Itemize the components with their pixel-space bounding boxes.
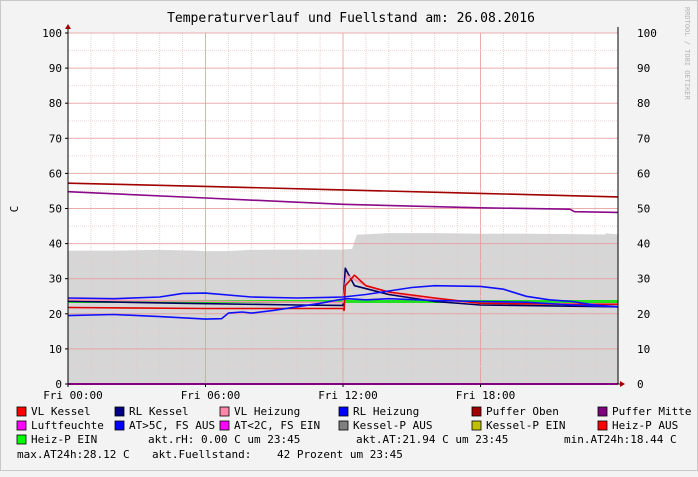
legend-swatch-puffer-mitte xyxy=(597,406,608,417)
stat-akt-rh: akt.rH: 0.00 C um 23:45 xyxy=(148,433,300,446)
series-line-puffer-oben xyxy=(67,182,619,198)
legend-label-heiz-p-aus: Heiz-P AUS xyxy=(612,419,678,432)
tick-label-layer: 0 0 10 10 20 20 30 30 40 40 50 50 60 60 70 70 80 80 90 90 10… xyxy=(42,27,657,402)
y-axis-label: C xyxy=(8,206,21,213)
legend-label-vl-kessel: VL Kessel xyxy=(31,405,91,418)
legend-swatch-rl-kessel xyxy=(114,406,125,417)
axis-layer xyxy=(65,24,625,387)
x-tick-label: Fri 06:00 xyxy=(181,389,241,402)
legend-swatch-kessel-p-aus xyxy=(338,420,349,431)
stat-akt-at: akt.AT:21.94 C um 23:45 xyxy=(356,433,508,446)
legend-label-kessel-p-aus: Kessel-P AUS xyxy=(353,419,432,432)
legend-label-vl-heizung: VL Heizung xyxy=(234,405,300,418)
stat-fuellstand-value: 42 Prozent um 23:45 xyxy=(277,448,403,461)
series-line-puffer-mitte xyxy=(67,190,619,214)
y-tick-label-left: 30 xyxy=(49,273,62,286)
y-tick-label-left: 20 xyxy=(49,308,62,321)
x-tick-label: Fri 12:00 xyxy=(318,389,378,402)
legend-label-at-2c-fs-ein: AT<2C, FS EIN xyxy=(234,419,320,432)
legend-swatch-rl-heizung xyxy=(338,406,349,417)
stat-min-at: min.AT24h:18.44 C xyxy=(564,433,677,446)
x-tick-label: Fri 18:00 xyxy=(456,389,516,402)
y-tick-label-left: 0 xyxy=(55,378,62,391)
legend-label-rl-kessel: RL Kessel xyxy=(129,405,189,418)
legend-swatch-vl-kessel xyxy=(16,406,27,417)
legend-swatch-heizp-ein xyxy=(16,434,27,445)
legend-swatch-vl-heizung xyxy=(219,406,230,417)
stat-fuellstand-label: akt.Fuellstand: xyxy=(152,448,251,461)
y-tick-label-left: 60 xyxy=(49,167,62,180)
y-tick-label-right: 100 xyxy=(637,27,657,40)
chart-title: Temperaturverlauf und Fuellstand am: 26.… xyxy=(167,11,535,26)
y-tick-label-left: 90 xyxy=(49,62,62,75)
legend-swatch-at-2c-fs-ein xyxy=(219,420,230,431)
legend-swatch-puffer-oben xyxy=(471,406,482,417)
legend-label-at-5c-fs-aus: AT>5C, FS AUS xyxy=(129,419,215,432)
y-tick-label-right: 80 xyxy=(637,97,650,110)
legend-label-puffer-mitte: Puffer Mitte xyxy=(612,405,691,418)
rrdtool-watermark: RRDTOOL / TOBI OETIKER xyxy=(683,7,691,101)
y-axis-arrow xyxy=(65,24,71,29)
y-tick-label-right: 20 xyxy=(637,308,650,321)
legend-swatch-kessel-p-ein xyxy=(471,420,482,431)
legend-swatch-at-5c-fs-aus xyxy=(114,420,125,431)
legend-swatch-heiz-p-aus xyxy=(597,420,608,431)
y-tick-label-right: 10 xyxy=(637,343,650,356)
legend-label-kessel-p-ein: Kessel-P EIN xyxy=(486,419,565,432)
legend: VL Kessel RL Kessel VL Heizung RL Heizung Pu… xyxy=(16,405,691,432)
stat-max-at: max.AT24h:28.12 C xyxy=(17,448,130,461)
y-tick-label-left: 50 xyxy=(49,203,62,216)
y-tick-label-right: 50 xyxy=(637,203,650,216)
series-line-vl-kessel xyxy=(67,274,618,312)
series-line-rl-heizung xyxy=(67,297,619,320)
legend-label-puffer-oben: Puffer Oben xyxy=(486,405,559,418)
legend-label-heizp-ein: Heiz-P EIN xyxy=(31,433,97,446)
y-tick-label-left: 100 xyxy=(42,27,62,40)
y-tick-label-right: 40 xyxy=(637,238,650,251)
legend-swatch-luftfeuchte xyxy=(16,420,27,431)
y-tick-label-left: 80 xyxy=(49,97,62,110)
y-tick-label-left: 40 xyxy=(49,238,62,251)
y-tick-label-right: 0 xyxy=(637,378,644,391)
legend-label-luftfeuchte: Luftfeuchte xyxy=(31,419,104,432)
series-line-heizung xyxy=(67,284,619,308)
y-tick-label-left: 10 xyxy=(49,343,62,356)
legend-label-rl-heizung: RL Heizung xyxy=(353,405,419,418)
x-tick-label: Fri 00:00 xyxy=(43,389,103,402)
y-tick-label-right: 60 xyxy=(637,167,650,180)
y-tick-label-left: 70 xyxy=(49,132,62,145)
y-tick-label-right: 70 xyxy=(637,132,650,145)
y-tick-label-right: 90 xyxy=(637,62,650,75)
x-axis-arrow xyxy=(620,381,625,387)
y-tick-label-right: 30 xyxy=(637,273,650,286)
